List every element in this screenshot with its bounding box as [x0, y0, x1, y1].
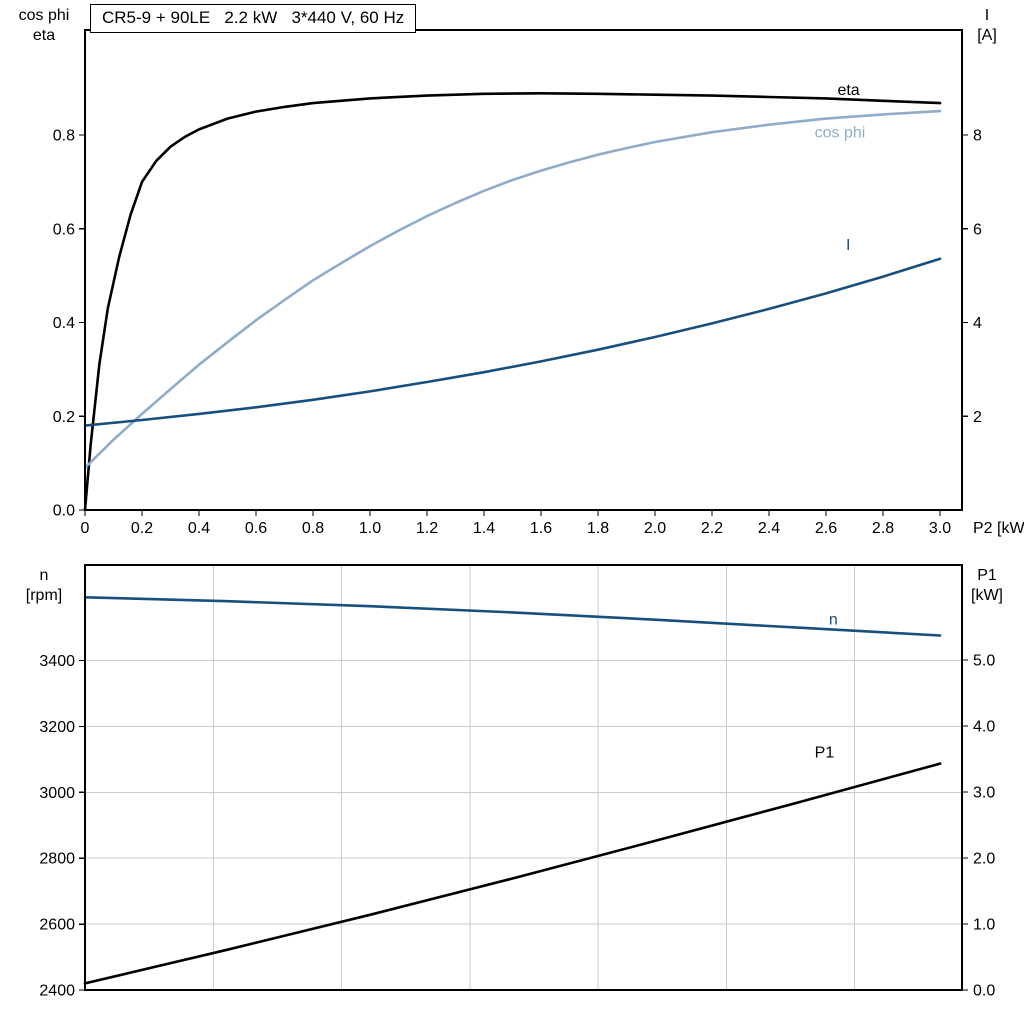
- top-left-axis-title: cos phi eta: [0, 6, 88, 46]
- bottom-left-axis-title: n [rpm]: [0, 566, 88, 606]
- axis-title-current-unit: [A]: [977, 27, 997, 44]
- curve-label-P1: P1: [815, 745, 835, 762]
- chart-group: 2400 2600 2800 3000 3200 3400 0.0 1.0 2.0 3.0 4.0 5…: [39, 564, 995, 1000]
- x-tick-label: 2.0: [644, 520, 666, 537]
- y-left-tick-label: 2600: [39, 917, 75, 934]
- curve-cos-phi: [83, 109, 942, 470]
- curve-P1: [83, 762, 942, 985]
- x-tick-label: 1.4: [473, 520, 495, 537]
- curve-eta: [83, 92, 942, 512]
- x-tick-label: 0.6: [245, 520, 267, 537]
- axis-title-current: I: [984, 7, 990, 24]
- x-tick-label: 1.8: [587, 520, 609, 537]
- x-tick-label: 0.2: [131, 520, 153, 537]
- y-right-tick-label: 4.0: [973, 719, 995, 736]
- y-left-tick-label: 3200: [39, 719, 75, 736]
- axis-title-cos-phi: cos phi: [18, 7, 70, 24]
- axis-ticks-and-labels: 2400 2600 2800 3000 3200 3400 0.0 1.0 2.0 3.0 4.0 5…: [39, 653, 995, 1000]
- y-left-tick-label: 2400: [39, 983, 75, 1000]
- curve-n: [83, 595, 942, 637]
- x-tick-label: 1.0: [359, 520, 381, 537]
- y-left-tick-label: 0.2: [53, 409, 75, 426]
- y-right-tick-label: 2.0: [973, 851, 995, 868]
- y-left-tick-label: 0.0: [53, 503, 75, 520]
- chart-title-box: CR5-9 + 90LE 2.2 kW 3*440 V, 60 Hz: [90, 4, 417, 33]
- y-left-tick-label: 3400: [39, 653, 75, 670]
- y-right-tick-label: 4: [973, 315, 982, 332]
- axis-title-speed: n: [39, 567, 49, 584]
- x-tick-label: 1.2: [416, 520, 438, 537]
- plot-frame: [84, 29, 963, 511]
- curve-label-cos-phi: cos phi: [815, 124, 866, 141]
- x-tick-label: 0.4: [188, 520, 210, 537]
- y-right-tick-label: 8: [973, 128, 982, 145]
- y-right-tick-label: 1.0: [973, 917, 995, 934]
- x-tick-label: 2.6: [815, 520, 837, 537]
- axis-title-eta: eta: [32, 27, 56, 44]
- y-right-tick-label: 3.0: [973, 785, 995, 802]
- plot-frame: [84, 564, 963, 991]
- y-left-tick-label: 2800: [39, 851, 75, 868]
- curve-label-n: n: [829, 611, 838, 628]
- axis-title-p1-unit: [kW]: [971, 587, 1003, 604]
- y-left-tick-label: 0.4: [53, 315, 75, 332]
- y-left-tick-label: 0.6: [53, 221, 75, 238]
- axis-ticks-and-labels: 0 0.2 0.4 0.6 0.8 1.0 1.2 1.4 1.6 1.8 2.0 2.2 2.4 2.6…: [53, 128, 1024, 538]
- curve-label-eta: eta: [837, 82, 859, 99]
- x-axis-label: P2 [kW]: [973, 520, 1024, 537]
- y-left-tick-label: 3000: [39, 785, 75, 802]
- axis-title-speed-unit: [rpm]: [25, 587, 63, 604]
- curve-label-I: I: [846, 237, 850, 254]
- bottom-right-axis-title: P1 [kW]: [956, 566, 1018, 606]
- y-right-tick-label: 6: [973, 221, 982, 238]
- axis-title-p1: P1: [977, 567, 997, 584]
- x-tick-label: 2.4: [758, 520, 780, 537]
- y-right-tick-label: 2: [973, 409, 982, 426]
- y-left-tick-label: 0.8: [53, 128, 75, 145]
- x-tick-label: 0.8: [302, 520, 324, 537]
- x-tick-label: 0: [81, 520, 90, 537]
- y-right-tick-label: 0.0: [973, 983, 995, 1000]
- x-tick-label: 3.0: [929, 520, 951, 537]
- gridlines: [85, 565, 962, 990]
- x-tick-label: 1.6: [530, 520, 552, 537]
- x-tick-label: 2.8: [872, 520, 894, 537]
- top-right-axis-title: I [A]: [956, 6, 1018, 46]
- curve-I: [83, 257, 942, 427]
- x-tick-label: 2.2: [701, 520, 723, 537]
- y-right-tick-label: 5.0: [973, 653, 995, 670]
- chart-group: 0 0.2 0.4 0.6 0.8 1.0 1.2 1.4 1.6 1.8 2.0 2.2 2.4 2.6…: [53, 29, 1024, 538]
